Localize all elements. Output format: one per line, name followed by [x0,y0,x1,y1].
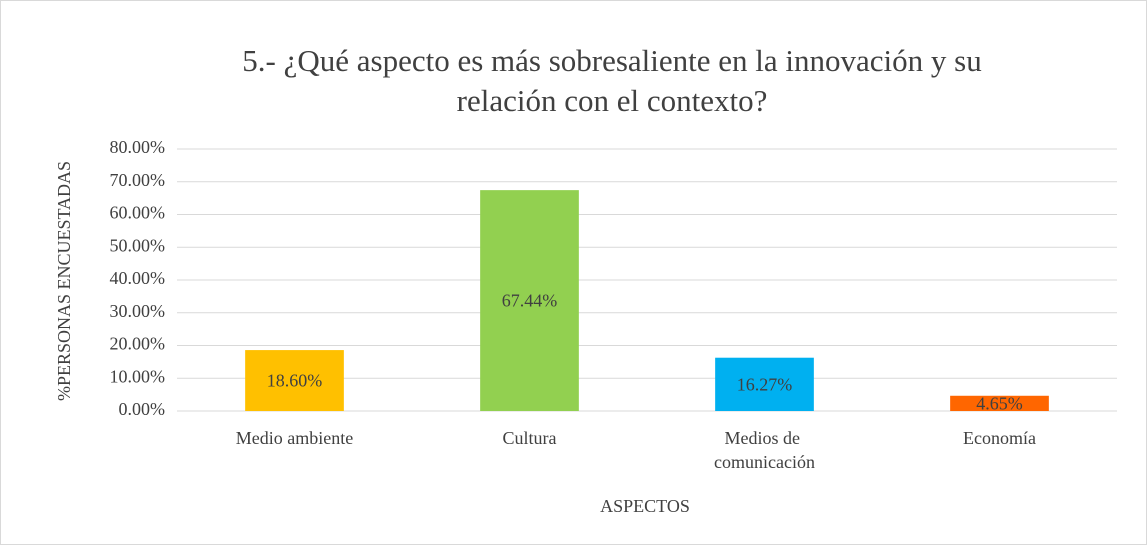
data-label: 16.27% [737,374,793,394]
bar [245,350,344,411]
data-label: 67.44% [502,291,558,311]
y-tick-label: 40.00% [110,268,166,288]
y-tick-label: 20.00% [110,334,166,354]
x-tick-label: Medio ambiente [236,428,353,448]
x-tick-label: Medios de comunicación [714,428,815,472]
x-axis-title: ASPECTOS [600,496,690,516]
bar [715,357,814,411]
bar [480,190,579,411]
chart-title: 5.- ¿Qué aspecto es más sobresaliente en… [242,43,981,78]
y-tick-label: 30.00% [110,301,166,321]
y-tick-label: 50.00% [110,235,166,255]
x-tick-label: Cultura [503,428,557,448]
x-tick-label: Economía [963,428,1036,448]
y-tick-label: 70.00% [110,170,166,190]
data-label: 4.65% [976,394,1023,414]
y-tick-label: 0.00% [119,399,166,419]
chart-title: relación con el contexto? [457,83,768,118]
y-tick-label: 60.00% [110,203,166,223]
y-axis-title: %PERSONAS ENCUESTADAS [54,161,74,401]
y-tick-label: 80.00% [110,137,166,157]
data-label: 18.60% [267,371,323,391]
y-tick-label: 10.00% [110,366,166,386]
bar [950,395,1049,411]
